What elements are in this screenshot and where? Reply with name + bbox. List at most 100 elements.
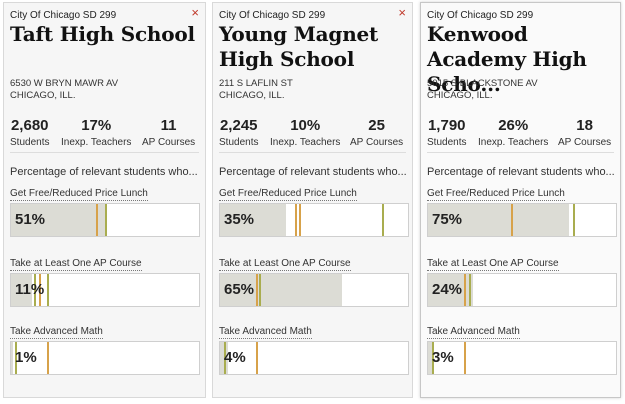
benchmark-marker <box>381 204 384 236</box>
metric-label-math[interactable]: Take Advanced Math <box>10 326 103 339</box>
metric-fill <box>11 274 32 306</box>
school-address: 6530 W BRYN MAWR AV CHICAGO, ILL. <box>10 78 118 102</box>
metric-percent: 35% <box>224 211 255 228</box>
metric-label-math[interactable]: Take Advanced Math <box>427 326 520 339</box>
stat-inexp-teachers-label: Inexp. Teachers <box>61 137 132 148</box>
stat-ap-courses-value: 11 <box>160 117 177 134</box>
school-address: 211 S LAFLIN ST CHICAGO, ILL. <box>219 78 293 102</box>
benchmark-marker <box>46 342 49 374</box>
stat-inexp-teachers-label: Inexp. Teachers <box>478 137 549 148</box>
metric-fill <box>220 204 286 236</box>
benchmark-marker <box>510 204 513 236</box>
metric-label-lunch[interactable]: Get Free/Reduced Price Lunch <box>219 188 357 201</box>
district-label: City Of Chicago SD 299 <box>427 10 534 21</box>
stat-students: 2,680 Students <box>10 117 49 148</box>
stat-ap-courses-label: AP Courses <box>142 137 196 148</box>
benchmark-marker <box>46 274 49 306</box>
divider <box>219 152 406 153</box>
metric-bar-math: 4% <box>219 341 409 375</box>
stat-ap-courses: 11 AP Courses <box>142 117 195 148</box>
stat-students-label: Students <box>427 137 467 148</box>
address-line-1: 5015 S BLACKSTONE AV <box>427 78 538 89</box>
stat-ap-courses: 18 AP Courses <box>558 117 611 148</box>
metric-label-ap[interactable]: Take at Least One AP Course <box>10 258 142 271</box>
metric-fill <box>11 342 13 374</box>
benchmark-marker <box>33 274 36 306</box>
stat-inexp-teachers: 26% Inexp. Teachers <box>478 117 548 148</box>
stat-students-value: 2,680 <box>10 117 49 134</box>
benchmark-marker <box>463 274 466 306</box>
metric-bar-lunch: 51% <box>10 203 200 237</box>
metric-label-lunch[interactable]: Get Free/Reduced Price Lunch <box>427 188 565 201</box>
benchmark-marker <box>255 342 258 374</box>
benchmark-marker <box>295 204 298 236</box>
intro-text: Percentage of relevant students who... <box>219 166 407 178</box>
address-line-2: CHICAGO, ILL. <box>427 90 493 101</box>
stat-inexp-teachers-value: 17% <box>81 117 112 134</box>
metric-bar-ap: 11% <box>10 273 200 307</box>
metric-percent: 24% <box>432 281 463 298</box>
stat-ap-courses: 25 AP Courses <box>350 117 403 148</box>
address-line-1: 211 S LAFLIN ST <box>219 78 293 89</box>
benchmark-marker <box>39 274 42 306</box>
metric-label-math[interactable]: Take Advanced Math <box>219 326 312 339</box>
school-card-kenwood: City Of Chicago SD 299 Kenwood Academy H… <box>420 2 621 398</box>
school-title: Taft High School <box>10 22 195 46</box>
stat-ap-courses-label: AP Courses <box>350 137 404 148</box>
stat-students-label: Students <box>10 137 50 148</box>
divider <box>427 152 614 153</box>
stat-inexp-teachers-label: Inexp. Teachers <box>270 137 341 148</box>
stat-inexp-teachers: 10% Inexp. Teachers <box>270 117 340 148</box>
benchmark-marker <box>572 204 575 236</box>
metric-percent: 3% <box>432 349 454 366</box>
stat-inexp-teachers: 17% Inexp. Teachers <box>61 117 131 148</box>
metric-fill <box>220 274 343 306</box>
metric-label-ap[interactable]: Take at Least One AP Course <box>219 258 351 271</box>
metric-percent: 1% <box>15 349 37 366</box>
stat-students-value: 1,790 <box>427 117 466 134</box>
close-icon[interactable]: × <box>398 5 406 20</box>
district-label: City Of Chicago SD 299 <box>219 10 326 21</box>
benchmark-marker <box>463 342 466 374</box>
address-line-2: CHICAGO, ILL. <box>10 90 76 101</box>
school-card-young: City Of Chicago SD 299 × Young Magnet Hi… <box>212 2 413 398</box>
stat-students-label: Students <box>219 137 259 148</box>
metric-percent: 75% <box>432 211 463 228</box>
metric-percent: 11% <box>15 281 45 298</box>
stat-inexp-teachers-value: 26% <box>498 117 529 134</box>
close-icon[interactable]: × <box>191 5 199 20</box>
school-title: Young Magnet High School <box>219 22 379 71</box>
metric-bar-math: 1% <box>10 341 200 375</box>
benchmark-marker <box>469 274 472 306</box>
benchmark-marker <box>105 204 107 236</box>
stat-students: 1,790 Students <box>427 117 466 148</box>
metric-fill <box>428 342 434 374</box>
metric-bar-lunch: 75% <box>427 203 617 237</box>
benchmark-marker <box>259 274 262 306</box>
metric-fill <box>11 204 107 236</box>
metric-fill <box>428 204 569 236</box>
intro-text: Percentage of relevant students who... <box>10 166 198 178</box>
benchmark-marker <box>14 342 17 374</box>
stat-ap-courses-value: 18 <box>576 117 593 134</box>
school-card-taft: City Of Chicago SD 299 × Taft High Schoo… <box>3 2 206 398</box>
metric-bar-math: 3% <box>427 341 617 375</box>
address-line-1: 6530 W BRYN MAWR AV <box>10 78 119 89</box>
benchmark-marker <box>431 342 434 374</box>
benchmark-marker <box>255 274 258 306</box>
metric-bar-ap: 24% <box>427 273 617 307</box>
metric-label-ap[interactable]: Take at Least One AP Course <box>427 258 559 271</box>
benchmark-marker <box>298 204 301 236</box>
metric-label-lunch[interactable]: Get Free/Reduced Price Lunch <box>10 188 148 201</box>
benchmark-marker <box>95 204 98 236</box>
stat-students-value: 2,245 <box>219 117 258 134</box>
district-label: City Of Chicago SD 299 <box>10 10 117 21</box>
stat-ap-courses-value: 25 <box>368 117 385 134</box>
metric-bar-ap: 65% <box>219 273 409 307</box>
metric-percent: 51% <box>15 211 46 228</box>
stat-ap-courses-label: AP Courses <box>558 137 612 148</box>
stat-inexp-teachers-value: 10% <box>290 117 321 134</box>
school-title: Kenwood Academy High Scho... <box>427 22 587 96</box>
benchmark-marker <box>223 342 226 374</box>
metric-percent: 4% <box>224 349 246 366</box>
